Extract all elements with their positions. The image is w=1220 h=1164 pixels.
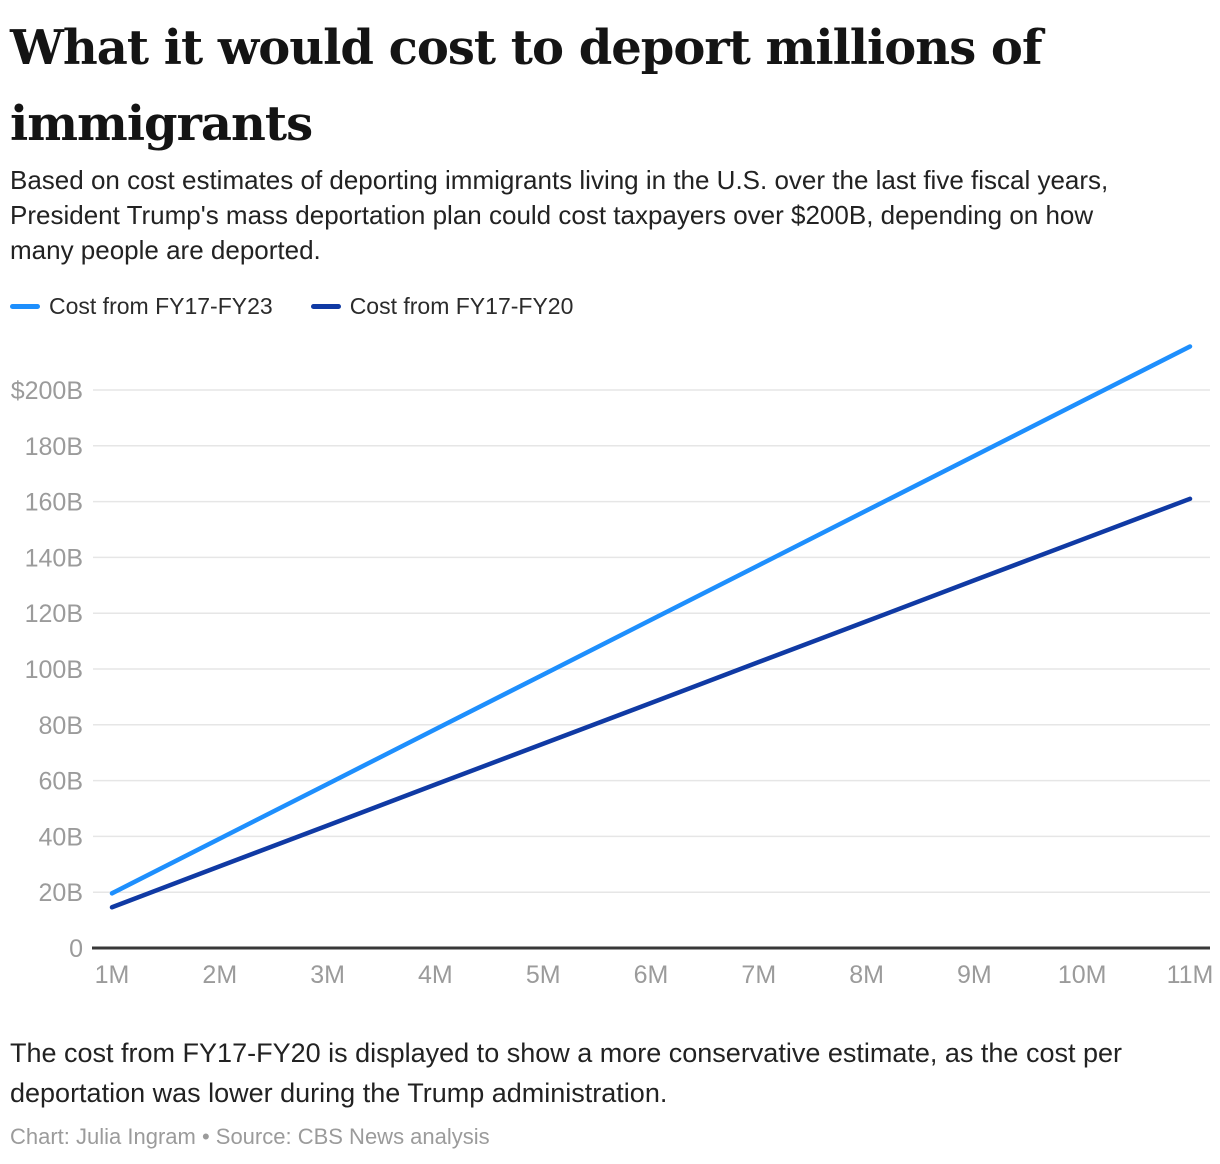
- legend-swatch-fy17-fy20: [310, 304, 341, 309]
- legend-label-fy17-fy20: Cost from FY17-FY20: [349, 293, 574, 319]
- chart-subtitle: Based on cost estimates of deporting imm…: [10, 165, 1109, 265]
- x-tick-label: 10M: [1058, 961, 1107, 989]
- x-tick-label: 3M: [310, 961, 345, 989]
- legend: Cost from FY17-FY23 Cost from FY17-FY20: [10, 293, 573, 320]
- y-tick-label: 0: [69, 935, 83, 963]
- legend-swatch-fy17-fy23: [10, 304, 40, 309]
- cost-line-chart: 0 20B 40B 60B 80B 100B 120B 140B 160B 180B $200B 1M…: [11, 344, 1214, 989]
- x-tick-label: 2M: [202, 961, 237, 989]
- x-tick-label: 7M: [741, 961, 776, 989]
- legend-item-fy17-fy20: Cost from FY17-FY20: [310, 293, 574, 320]
- legend-item-fy17-fy23: Cost from FY17-FY23: [10, 293, 273, 320]
- y-tick-label: 60B: [39, 768, 83, 796]
- x-tick-label: 8M: [849, 961, 884, 989]
- line-series-fy17-fy20: [109, 496, 1193, 910]
- x-tick-label: 9M: [957, 961, 992, 989]
- x-tick-label: 11M: [1167, 961, 1214, 989]
- x-tick-label: 6M: [634, 961, 669, 989]
- y-tick-label: 100B: [25, 656, 83, 684]
- y-tick-label: 80B: [39, 712, 83, 740]
- y-tick-label: $200B: [11, 377, 83, 405]
- x-tick-label: 1M: [95, 961, 130, 989]
- x-tick-label: 5M: [526, 961, 561, 989]
- legend-label-fy17-fy23: Cost from FY17-FY23: [49, 293, 273, 319]
- y-tick-label: 160B: [25, 489, 83, 517]
- chart-credit: Chart: Julia Ingram • Source: CBS News a…: [10, 1124, 490, 1149]
- y-tick-label: 180B: [25, 433, 83, 461]
- y-tick-label: 40B: [39, 823, 83, 851]
- y-tick-label: 120B: [25, 600, 83, 628]
- y-tick-label: 20B: [39, 879, 83, 907]
- line-series-fy17-fy23: [109, 344, 1193, 896]
- chart-title: What it would cost to deport millions of…: [10, 20, 1043, 152]
- chart-note: The cost from FY17-FY20 is displayed to …: [10, 1038, 1122, 1108]
- x-tick-label: 4M: [418, 961, 453, 989]
- y-tick-label: 140B: [25, 544, 83, 572]
